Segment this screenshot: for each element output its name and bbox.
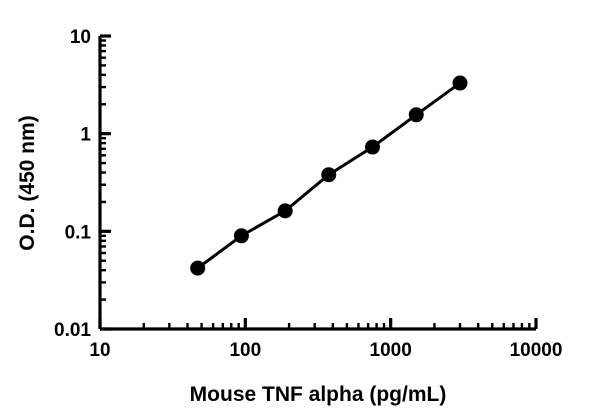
data-point bbox=[408, 107, 424, 123]
data-point bbox=[321, 167, 337, 183]
x-axis-ticks bbox=[98, 318, 538, 329]
y-axis-title: O.D. (450 nm) bbox=[16, 115, 39, 250]
x-tick-label: 10000 bbox=[510, 340, 563, 361]
x-tick-label: 1000 bbox=[370, 340, 412, 361]
y-tick-label: 10 bbox=[70, 27, 91, 48]
data-point bbox=[365, 139, 381, 155]
y-axis-tick-labels: 0.01 0.1 1 10 bbox=[54, 27, 91, 341]
data-point bbox=[452, 75, 468, 91]
data-point bbox=[233, 228, 249, 244]
x-tick-label: 100 bbox=[229, 340, 261, 361]
y-tick-label: 1 bbox=[80, 125, 91, 146]
x-tick-label: 10 bbox=[89, 340, 110, 361]
x-axis-title: Mouse TNF alpha (pg/mL) bbox=[190, 383, 447, 406]
y-tick-label: 0.1 bbox=[65, 222, 92, 243]
data-point bbox=[277, 203, 293, 219]
y-axis-ticks bbox=[100, 34, 111, 331]
x-axis-tick-labels: 10 100 1000 10000 bbox=[89, 340, 562, 361]
y-tick-label: 0.01 bbox=[54, 320, 91, 341]
data-series-markers bbox=[190, 75, 468, 276]
data-point bbox=[190, 260, 206, 276]
